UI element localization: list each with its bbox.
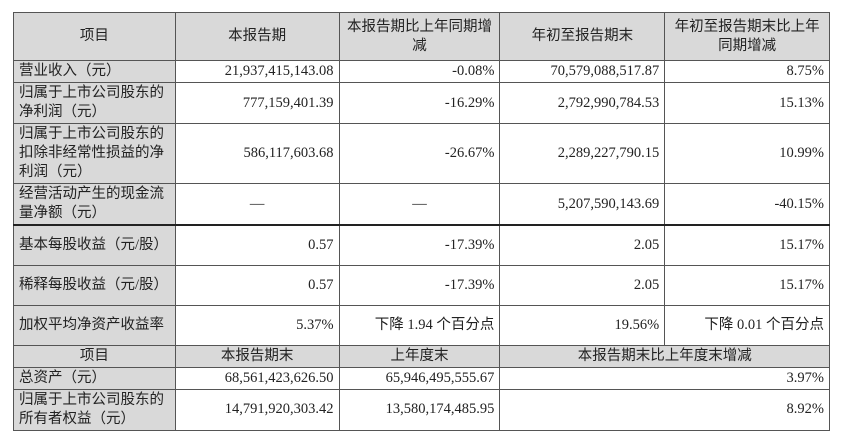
cell: 下降 0.01 个百分点 <box>664 304 830 346</box>
table-row: 稀释每股收益（元/股） 0.57 -17.39% 2.05 15.17% <box>13 264 830 306</box>
cell: 2.05 <box>499 224 666 266</box>
table-row: 归属于上市公司股东的扣除非经常性损益的净利润（元） 586,117,603.68… <box>13 123 830 184</box>
cell: — <box>174 183 340 226</box>
cell: 15.13% <box>664 82 830 124</box>
cell: — <box>338 183 501 226</box>
cell: 8.75% <box>664 60 830 83</box>
row-label: 营业收入（元） <box>13 60 176 83</box>
table-row: 营业收入（元） 21,937,415,143.08 -0.08% 70,579,… <box>13 60 830 83</box>
cell: -17.39% <box>338 224 501 266</box>
row-label: 加权平均净资产收益率 <box>13 304 176 346</box>
cell: 0.57 <box>174 224 340 266</box>
cell: 19.56% <box>499 304 666 346</box>
header-cell: 本报告期末 <box>174 344 340 368</box>
header-cell: 项目 <box>13 344 176 368</box>
cell: -26.67% <box>338 123 501 184</box>
table-header-row: 项目 本报告期末 上年度末 本报告期末比上年度末增减 <box>13 344 830 368</box>
table-row: 经营活动产生的现金流量净额（元） — — 5,207,590,143.69 -4… <box>13 183 830 226</box>
table-row: 基本每股收益（元/股） 0.57 -17.39% 2.05 15.17% <box>13 224 830 266</box>
header-cell: 本报告期 <box>174 12 340 61</box>
header-cell: 项目 <box>13 12 176 61</box>
header-cell: 上年度末 <box>338 344 501 368</box>
row-label: 稀释每股收益（元/股） <box>13 264 176 306</box>
cell: 8.92% <box>499 388 830 431</box>
cell: 2.05 <box>499 264 666 306</box>
table-row: 加权平均净资产收益率 5.37% 下降 1.94 个百分点 19.56% 下降 … <box>13 304 830 346</box>
cell: -0.08% <box>338 60 501 83</box>
cell: 2,792,990,784.53 <box>499 82 666 124</box>
cell: -40.15% <box>664 183 830 226</box>
cell: 2,289,227,790.15 <box>499 123 666 184</box>
cell: 15.17% <box>664 224 830 266</box>
header-cell: 年初至报告期末 <box>499 12 666 61</box>
cell: 65,946,495,555.67 <box>338 366 501 390</box>
cell: 13,580,174,485.95 <box>338 388 501 431</box>
cell: 5.37% <box>174 304 340 346</box>
header-cell: 本报告期末比上年度末增减 <box>499 344 830 368</box>
table-row: 归属于上市公司股东的净利润（元） 777,159,401.39 -16.29% … <box>13 82 830 124</box>
financial-summary-table: 项目 本报告期 本报告期比上年同期增减 年初至报告期末 年初至报告期末比上年同期… <box>13 12 830 431</box>
header-cell: 年初至报告期末比上年同期增减 <box>664 12 830 61</box>
cell: 586,117,603.68 <box>174 123 340 184</box>
table-row: 归属于上市公司股东的所有者权益（元） 14,791,920,303.42 13,… <box>13 388 830 431</box>
cell: 68,561,423,626.50 <box>174 366 340 390</box>
row-label: 归属于上市公司股东的净利润（元） <box>13 82 176 124</box>
cell: 10.99% <box>664 123 830 184</box>
table-header-row: 项目 本报告期 本报告期比上年同期增减 年初至报告期末 年初至报告期末比上年同期… <box>13 12 830 61</box>
row-label: 经营活动产生的现金流量净额（元） <box>13 183 176 226</box>
cell: -16.29% <box>338 82 501 124</box>
cell: -17.39% <box>338 264 501 306</box>
cell: 21,937,415,143.08 <box>174 60 340 83</box>
row-label: 基本每股收益（元/股） <box>13 224 176 266</box>
cell: 15.17% <box>664 264 830 306</box>
row-label: 总资产（元） <box>13 366 176 390</box>
row-label: 归属于上市公司股东的所有者权益（元） <box>13 388 176 431</box>
cell: 0.57 <box>174 264 340 306</box>
cell: 777,159,401.39 <box>174 82 340 124</box>
cell: 5,207,590,143.69 <box>499 183 666 226</box>
row-label: 归属于上市公司股东的扣除非经常性损益的净利润（元） <box>13 123 176 184</box>
table-row: 总资产（元） 68,561,423,626.50 65,946,495,555.… <box>13 366 830 390</box>
cell: 14,791,920,303.42 <box>174 388 340 431</box>
cell: 3.97% <box>499 366 830 390</box>
cell: 70,579,088,517.87 <box>499 60 666 83</box>
cell: 下降 1.94 个百分点 <box>338 304 501 346</box>
header-cell: 本报告期比上年同期增减 <box>338 12 501 61</box>
